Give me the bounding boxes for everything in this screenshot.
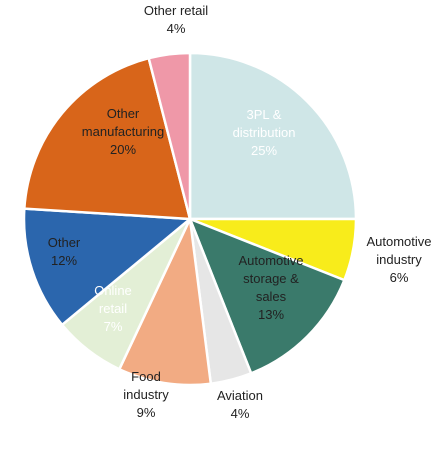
slice-value-label: 9% <box>137 405 156 420</box>
slice-category-label: Other retail <box>144 3 208 18</box>
slice-category-label: industry <box>376 252 422 267</box>
slice-label: Online retail 7% <box>94 283 132 334</box>
slice-category-label: Food <box>131 369 161 384</box>
slice-value-label: 4% <box>167 21 186 36</box>
slice-category-label: Automotive <box>238 253 303 268</box>
slice-label: Aviation 4% <box>217 388 263 421</box>
slice-label: Other manufacturing 20% <box>82 106 164 157</box>
slice-category-label: retail <box>99 301 127 316</box>
slice-label: Other retail 4% <box>144 3 208 36</box>
slice-category-label: industry <box>123 387 169 402</box>
slice-label: Other 12% <box>48 235 81 268</box>
slice-value-label: 7% <box>104 319 123 334</box>
pie-slices <box>22 51 358 387</box>
slice-category-label: distribution <box>233 125 296 140</box>
slice-category-label: Other <box>107 106 140 121</box>
slice-category-label: sales <box>256 289 287 304</box>
slice-label: Automotive storage & sales 13% <box>238 253 303 322</box>
slice-category-label: Other <box>48 235 81 250</box>
slice-value-label: 13% <box>258 307 284 322</box>
pie-slice <box>22 207 192 327</box>
slice-label: Automotive industry 6% <box>366 234 431 285</box>
pie-slice <box>23 56 192 221</box>
pie-labels: 3PL & distribution 25% Automotive industry 6%… <box>48 3 432 421</box>
slice-value-label: 25% <box>251 143 277 158</box>
slice-category-label: 3PL & <box>247 107 282 122</box>
pie-slice <box>147 51 192 221</box>
slice-label: 3PL & distribution 25% <box>233 107 296 158</box>
slice-value-label: 12% <box>51 253 77 268</box>
slice-category-label: manufacturing <box>82 124 164 139</box>
pie-slice <box>118 217 213 387</box>
slice-category-label: storage & <box>243 271 299 286</box>
slice-label: Food industry 9% <box>123 369 169 420</box>
slice-category-label: Aviation <box>217 388 263 403</box>
slice-category-label: Online <box>94 283 132 298</box>
pie-slice <box>188 217 346 375</box>
slice-value-label: 6% <box>390 270 409 285</box>
pie-slice <box>188 51 358 221</box>
slice-value-label: 4% <box>231 406 250 421</box>
slice-value-label: 20% <box>110 142 136 157</box>
slice-category-label: Automotive <box>366 234 431 249</box>
